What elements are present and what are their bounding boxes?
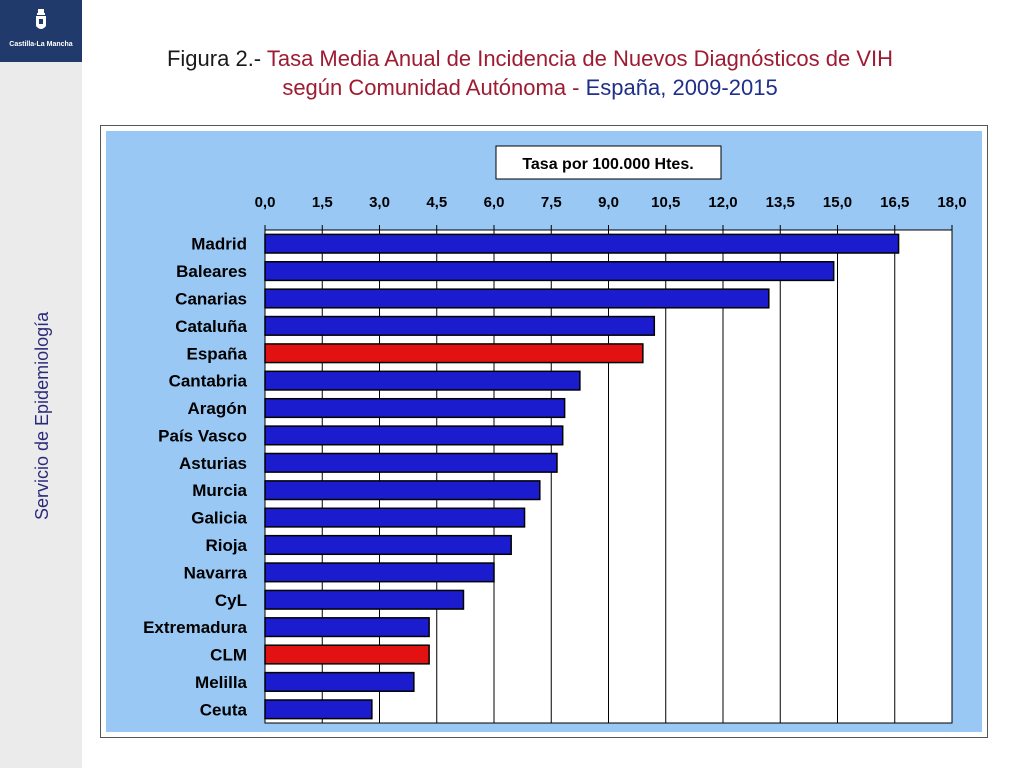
category-label: País Vasco: [158, 426, 247, 445]
bar-clm: [264, 644, 430, 665]
x-tick-label: 7,5: [541, 194, 562, 211]
bar-melilla: [264, 671, 415, 692]
bar-ceuta: [264, 699, 373, 720]
x-tick-label: 0,0: [255, 194, 276, 211]
title-line2-part1: según Comunidad Autónoma -: [282, 75, 586, 100]
bar-cantabria: [264, 370, 581, 391]
x-tick-label: 3,0: [369, 194, 390, 211]
bar-rioja: [264, 534, 512, 556]
x-tick-label: 18,0: [937, 194, 966, 211]
chart-title-box: [495, 145, 722, 180]
category-label: Extremadura: [143, 618, 247, 637]
bar-cataluña: [264, 315, 656, 336]
category-label: España: [187, 344, 248, 363]
logo: Castilla-La Mancha: [0, 0, 82, 62]
title-line2-part2: España, 2009-2015: [585, 75, 778, 100]
x-tick-label: 4,5: [426, 194, 447, 211]
x-tick-label: 6,0: [484, 194, 505, 211]
category-label: CyL: [215, 591, 247, 610]
bar-canarias: [264, 288, 770, 309]
coat-of-arms-icon: [36, 9, 46, 29]
category-label: Cataluña: [175, 317, 247, 336]
bar-españa: [264, 343, 644, 364]
bar-país-vasco: [264, 425, 564, 446]
page-title: Figura 2.- Tasa Media Anual de Incidenci…: [100, 44, 960, 102]
chart-frame: 0,0 1,5 3,0 4,5 6,0 7,5 9,0 10,5 12,0 13,5 15,0 16,…: [100, 125, 988, 738]
x-tick-label: 12,0: [708, 194, 737, 211]
category-label: Galicia: [191, 509, 247, 528]
category-label: Aragón: [188, 399, 248, 418]
bar-madrid: [264, 233, 900, 254]
x-tick-label: 10,5: [651, 194, 680, 211]
bar-galicia: [264, 507, 526, 528]
bar-murcia: [264, 480, 541, 501]
logo-text: Castilla-La Mancha: [9, 41, 73, 48]
category-label: Rioja: [205, 536, 247, 555]
category-label: CLM: [210, 646, 247, 665]
category-label: Murcia: [192, 481, 247, 500]
bar-cyl: [264, 589, 465, 610]
bar-navarra: [264, 562, 495, 583]
category-label: Asturias: [179, 454, 247, 473]
x-tick-label: 16,5: [880, 194, 909, 211]
x-tick-label: 15,0: [823, 194, 852, 211]
chart-title: Tasa por 100.000 Htes.: [522, 156, 693, 173]
x-tick-label: 1,5: [312, 194, 333, 211]
category-label: Canarias: [175, 289, 247, 308]
category-label: Melilla: [195, 673, 248, 692]
category-label: Baleares: [176, 262, 247, 281]
bar-asturias: [264, 452, 558, 473]
title-line1: Tasa Media Anual de Incidencia de Nuevos…: [266, 46, 893, 71]
sidebar: Castilla-La Mancha Servicio de Epidemiol…: [0, 0, 82, 768]
category-label: Ceuta: [200, 700, 248, 719]
x-tick-label: 13,5: [766, 194, 795, 211]
bar-baleares: [264, 261, 835, 282]
bar-extremadura: [264, 617, 430, 638]
x-tick-label: 9,0: [598, 194, 619, 211]
bar-chart: 0,0 1,5 3,0 4,5 6,0 7,5 9,0 10,5 12,0 13,5 15,0 16,…: [106, 131, 982, 732]
title-prefix: Figura 2.-: [166, 46, 267, 71]
category-label: Cantabria: [169, 372, 248, 391]
category-label: Navarra: [184, 563, 248, 582]
category-label: Madrid: [191, 235, 247, 254]
sidebar-label: Servicio de Epidemiología: [32, 311, 52, 520]
bar-aragón: [264, 397, 566, 419]
